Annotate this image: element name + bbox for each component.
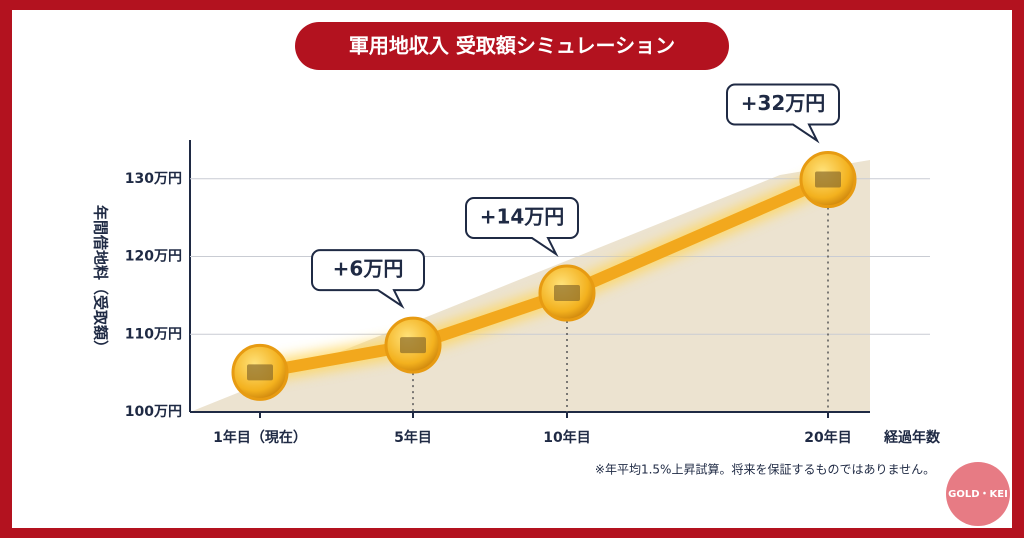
callout	[726, 83, 840, 144]
y-tick-label: 130万円	[125, 171, 182, 187]
y-tick-label: 120万円	[125, 249, 182, 265]
coin-icon	[400, 337, 426, 354]
x-tick-label: 5年目	[394, 429, 432, 446]
x-tick-label: 1年目（現在）	[213, 429, 307, 446]
chart-title: 軍用地収入 受取額シミュレーション	[349, 34, 675, 58]
badge	[946, 462, 1010, 526]
x-axis-label: 経過年数	[883, 429, 941, 446]
footnote: ※年平均1.5%上昇試算。将来を保証するものではありません。	[595, 462, 935, 477]
callout	[311, 249, 425, 310]
x-tick-label: 10年目	[543, 429, 590, 446]
coin-icon	[554, 285, 580, 302]
y-tick-label: 100万円	[125, 404, 182, 420]
y-axis-label: 年間借地料（受取額）	[92, 205, 110, 355]
badge-text: GOLD・KEI	[948, 489, 1008, 500]
callout-text: +6万円	[333, 257, 404, 281]
callout-text: +32万円	[741, 91, 826, 115]
line	[254, 173, 834, 379]
callout-text: +14万円	[480, 205, 565, 229]
callout	[465, 197, 579, 257]
y-tick-label: 110万円	[125, 326, 182, 342]
coin-icon	[247, 364, 273, 381]
title-pill	[295, 22, 729, 70]
coin-icon	[815, 171, 841, 188]
x-tick-label: 20年目	[804, 429, 851, 446]
